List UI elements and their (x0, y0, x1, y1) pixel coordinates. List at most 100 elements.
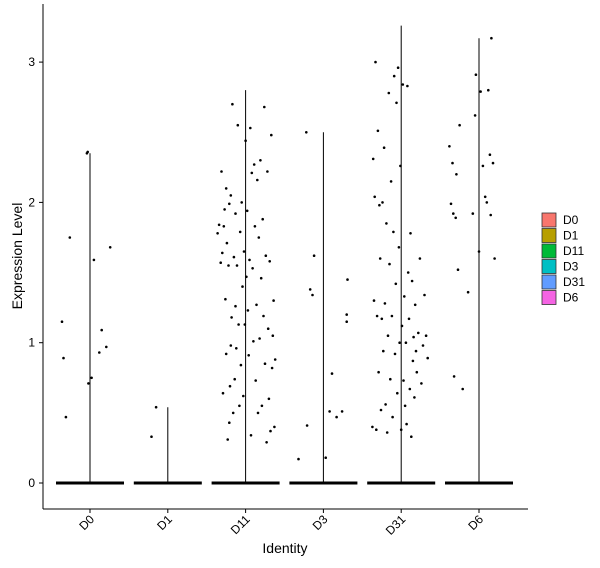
point-D11 (265, 441, 268, 444)
y-tick-label: 2 (28, 195, 35, 209)
point-D31 (402, 379, 405, 382)
point-D11 (224, 352, 228, 356)
point-D3 (346, 278, 349, 281)
point-D11 (227, 264, 230, 267)
point-D31 (398, 341, 401, 345)
point-D31 (376, 129, 380, 133)
point-D3 (312, 254, 316, 257)
point-D6 (477, 250, 481, 253)
x-tick-label: D31 (383, 512, 409, 538)
point-D11 (263, 362, 267, 366)
point-D11 (240, 201, 243, 204)
point-D31 (389, 377, 392, 381)
point-D6 (452, 375, 456, 378)
point-D11 (259, 159, 262, 162)
point-D31 (397, 246, 401, 249)
point-D0 (105, 345, 108, 349)
point-D11 (257, 236, 261, 239)
point-D31 (390, 314, 394, 318)
point-D31 (380, 317, 384, 321)
point-D0 (90, 376, 93, 380)
point-D6 (455, 173, 458, 176)
point-D11 (220, 170, 223, 173)
point-D31 (374, 60, 377, 64)
point-D3 (308, 288, 312, 291)
point-D31 (420, 382, 423, 385)
point-D6 (471, 212, 475, 215)
point-D3 (340, 410, 344, 413)
point-D0 (62, 356, 65, 360)
point-D11 (228, 202, 231, 206)
point-D11 (232, 255, 236, 259)
violin-base-D0 (56, 481, 124, 485)
point-D11 (234, 304, 237, 308)
point-D11 (238, 230, 242, 234)
point-D11 (246, 309, 250, 312)
point-D6 (490, 36, 493, 40)
point-D6 (493, 257, 496, 260)
point-D31 (424, 334, 428, 338)
point-D11 (234, 212, 237, 215)
point-D11 (272, 299, 275, 302)
point-D11 (233, 377, 236, 381)
point-D31 (385, 222, 388, 225)
point-D11 (258, 337, 261, 340)
point-D31 (406, 84, 409, 88)
point-D11 (273, 425, 276, 429)
point-D3 (305, 131, 308, 134)
point-D31 (410, 279, 414, 283)
point-D11 (237, 323, 240, 326)
point-D11 (228, 421, 231, 425)
point-D11 (242, 250, 246, 253)
point-D11 (226, 438, 229, 441)
point-D6 (451, 161, 454, 165)
legend-key-D31 (541, 274, 557, 290)
point-D31 (379, 408, 383, 412)
violin-base-D1 (133, 481, 202, 485)
point-D31 (399, 164, 402, 168)
point-D11 (259, 276, 263, 280)
point-D31 (413, 303, 417, 307)
point-D1 (154, 405, 158, 409)
legend-label: D1 (563, 229, 579, 243)
point-D11 (273, 358, 277, 361)
point-D6 (461, 387, 465, 391)
point-D6 (449, 202, 453, 206)
x-ticks: D0 D1 D11 D3 D31 D6 (76, 509, 486, 538)
point-D1 (150, 435, 153, 439)
point-D11 (254, 379, 257, 382)
point-D31 (409, 232, 412, 235)
point-D0 (98, 351, 101, 354)
point-D11 (255, 178, 259, 182)
point-D31 (403, 295, 406, 298)
violin-base-D31 (367, 481, 436, 485)
point-D11 (242, 394, 245, 398)
point-D11 (225, 241, 229, 245)
point-D6 (474, 73, 478, 76)
point-D6 (491, 161, 495, 165)
point-D3 (311, 293, 314, 297)
point-D31 (372, 299, 376, 302)
point-D11 (221, 251, 224, 255)
point-D31 (410, 435, 413, 439)
point-D31 (414, 349, 418, 353)
point-D31 (415, 370, 419, 374)
point-D11 (248, 258, 251, 262)
point-D11 (253, 225, 257, 228)
point-D31 (412, 335, 415, 339)
point-D11 (231, 411, 235, 415)
point-D31 (408, 387, 412, 391)
point-D11 (235, 264, 239, 267)
point-D31 (404, 341, 408, 345)
point-D3 (345, 313, 349, 316)
legend-label: D31 (563, 275, 585, 289)
point-D6 (454, 216, 458, 220)
legend-key-D3 (541, 259, 557, 274)
point-D31 (391, 415, 394, 419)
point-D31 (396, 66, 400, 69)
point-D6 (488, 153, 492, 156)
point-D31 (387, 91, 391, 95)
point-D11 (263, 105, 266, 109)
point-D11 (260, 404, 264, 408)
point-D6 (473, 114, 477, 117)
